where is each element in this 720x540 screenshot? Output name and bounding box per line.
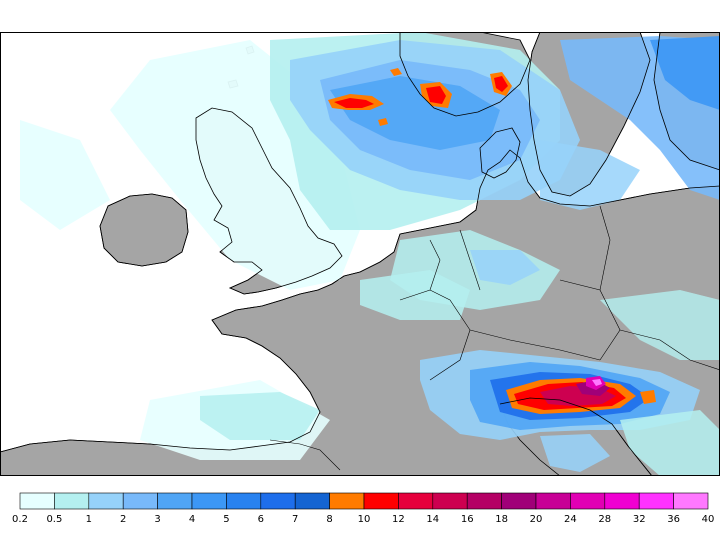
legend-tick-label: 36 (667, 514, 680, 525)
legend-tick-label: 0.5 (46, 514, 62, 525)
legend-tick-label: 1 (86, 514, 92, 525)
legend-tick-label: 20 (530, 514, 543, 525)
legend-tick-label: 0.2 (12, 514, 28, 525)
legend-tick-label: 16 (461, 514, 474, 525)
legend-swatch (638, 492, 674, 510)
legend-swatch (398, 492, 434, 510)
legend-swatch (294, 492, 330, 510)
legend-tick-label: 6 (258, 514, 264, 525)
legend-swatch (260, 492, 296, 510)
legend-tick-label: 12 (392, 514, 405, 525)
legend-tick-label: 3 (154, 514, 160, 525)
legend-swatch (191, 492, 227, 510)
legend-swatch (226, 492, 262, 510)
legend-swatch (501, 492, 537, 510)
legend-swatch (54, 492, 90, 510)
legend-swatch (570, 492, 606, 510)
legend-tick-label: 40 (702, 514, 715, 525)
legend-tick-label: 14 (426, 514, 439, 525)
legend-swatch (673, 492, 709, 510)
legend-tick-label: 7 (292, 514, 298, 525)
legend-tick-label: 24 (564, 514, 577, 525)
legend-swatch (432, 492, 468, 510)
legend-tick-label: 5 (223, 514, 229, 525)
legend-tick-label: 10 (358, 514, 371, 525)
legend-tick-label: 28 (598, 514, 611, 525)
legend-tick-label: 2 (120, 514, 126, 525)
legend-tick-label: 18 (495, 514, 508, 525)
legend-swatch (122, 492, 158, 510)
legend-tick-label: 32 (633, 514, 646, 525)
legend-swatch (604, 492, 640, 510)
legend-tick-label: 8 (326, 514, 332, 525)
legend-colorbar (19, 492, 709, 510)
legend-tick-labels: 0.2 0.5 1 2 3 4 5 6 7 8 10 12 14 16 18 20 24 28 32 36 40 (12, 514, 714, 525)
legend-swatch (88, 492, 124, 510)
legend-swatch (466, 492, 502, 510)
coastlines (0, 32, 720, 476)
legend-swatch (535, 492, 571, 510)
precipitation-layer (20, 32, 720, 476)
legend-swatch (329, 492, 365, 510)
legend-swatch (19, 492, 55, 510)
legend-tick-label: 4 (189, 514, 195, 525)
ireland (99, 193, 189, 267)
legend-swatch (157, 492, 193, 510)
borders (269, 205, 720, 471)
legend-swatch (363, 492, 399, 510)
